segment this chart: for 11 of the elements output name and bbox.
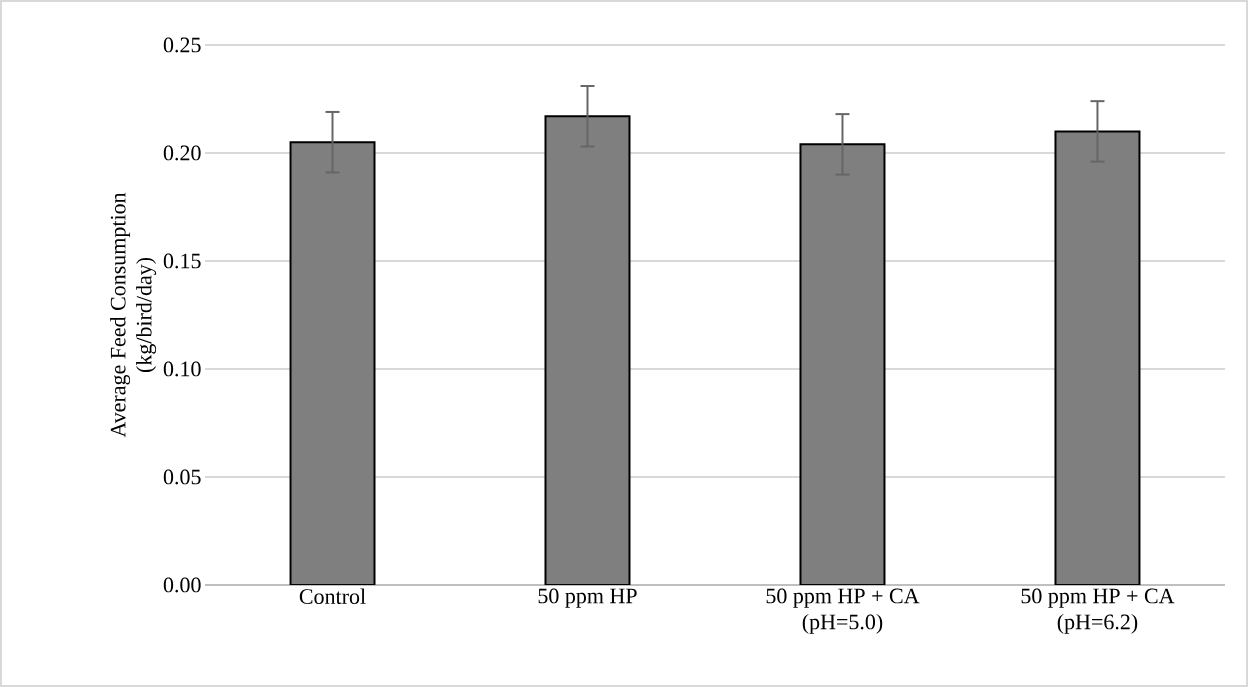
x-tick-label: 50 ppm HP [538,588,637,608]
y-tick-label: 0.25 [163,37,201,53]
y-tick-label: 0.05 [163,469,201,485]
y-axis-title: Average Feed Consumption (kg/bird/day) [110,192,157,438]
y-tick-label: 0.10 [163,361,201,377]
y-tick-label: 0.15 [163,253,201,269]
x-tick-label: Control [299,588,366,604]
x-tick-label: 50 ppm HP + CA (pH=5.0) [766,588,920,634]
x-tick-label: 50 ppm HP + CA (pH=6.2) [1021,588,1175,634]
y-tick-label: 0.20 [163,145,201,161]
y-tick-label: 0.00 [163,577,201,593]
